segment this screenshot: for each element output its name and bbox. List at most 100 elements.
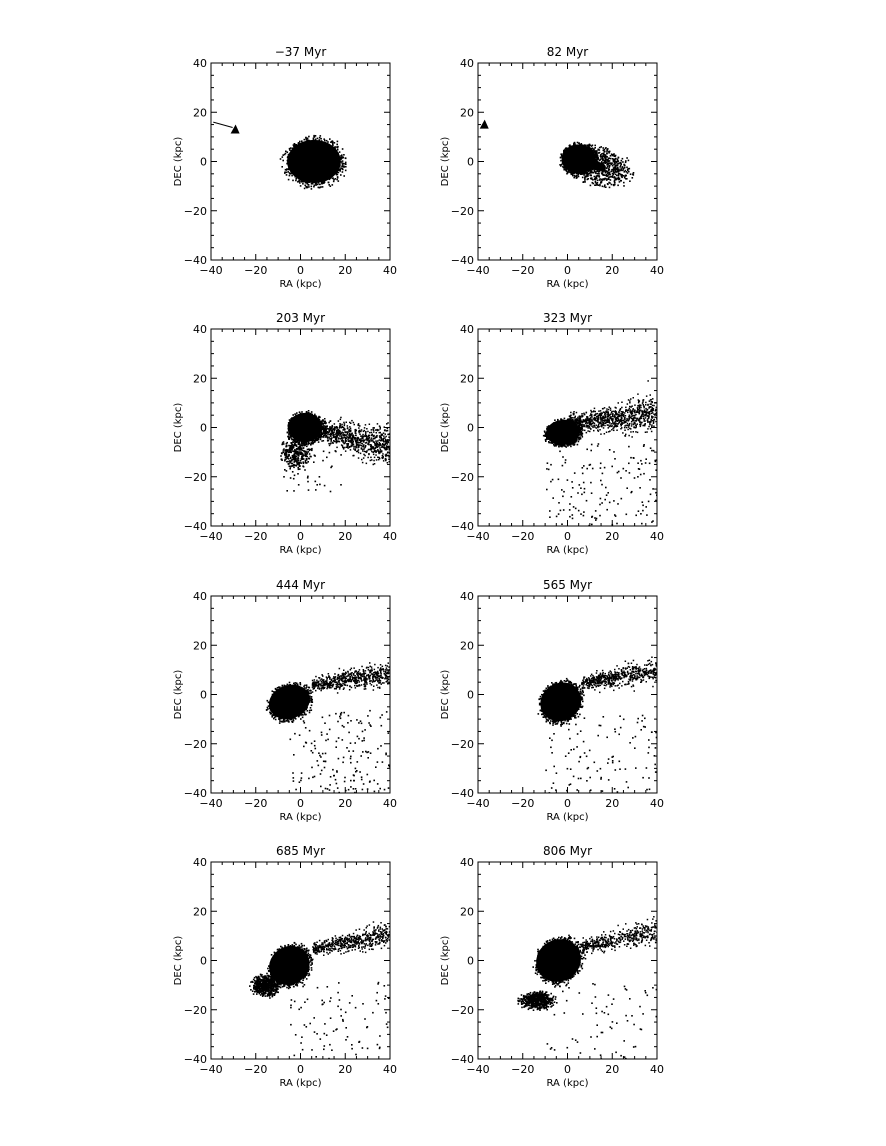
- scatter-point: [310, 153, 313, 156]
- scatter-point: [561, 156, 564, 158]
- scatter-point: [310, 183, 313, 185]
- scatter-point: [586, 160, 589, 163]
- scatter-point: [573, 143, 575, 146]
- scatter-point: [299, 147, 301, 150]
- scatter-point: [614, 178, 617, 181]
- scatter-point: [335, 146, 337, 148]
- scatter-point: [298, 417, 301, 420]
- scatter-point: [295, 170, 297, 173]
- scatter-point: [571, 146, 574, 149]
- scatter-point: [299, 175, 302, 177]
- scatter-point: [310, 147, 313, 149]
- scatter-point: [574, 153, 577, 156]
- scatter-point: [310, 150, 313, 153]
- scatter-point: [569, 165, 572, 167]
- scatter-point: [559, 156, 562, 159]
- scatter-point: [606, 164, 608, 166]
- scatter-point: [579, 159, 581, 161]
- scatter-point: [584, 150, 586, 153]
- scatter-point: [296, 430, 298, 433]
- scatter-point: [581, 157, 584, 159]
- scatter-point: [585, 175, 587, 178]
- scatter-point: [594, 180, 597, 183]
- scatter-point: [608, 168, 611, 171]
- scatter-point: [308, 146, 311, 148]
- scatter-point: [576, 160, 578, 163]
- panel-title: 203 Myr: [276, 311, 325, 325]
- scatter-point: [334, 152, 336, 155]
- scatter-point: [601, 167, 603, 170]
- scatter-point: [319, 161, 322, 164]
- scatter-point: [322, 158, 325, 160]
- scatter-point: [629, 180, 631, 182]
- scatter-point: [305, 443, 307, 445]
- scatter-point: [287, 168, 290, 171]
- scatter-point: [328, 156, 331, 159]
- scatter-point: [608, 186, 611, 189]
- scatter-point: [297, 420, 299, 423]
- scatter-point: [315, 439, 317, 441]
- scatter-point: [616, 158, 619, 161]
- scatter-point: [309, 154, 311, 156]
- scatter-point: [592, 166, 595, 168]
- scatter-point: [598, 172, 600, 175]
- scatter-point: [594, 184, 596, 186]
- scatter-point: [591, 153, 594, 156]
- scatter-point: [300, 414, 303, 417]
- scatter-point: [602, 174, 605, 176]
- scatter-point: [596, 175, 599, 177]
- scatter-point: [589, 155, 592, 157]
- scatter-point: [285, 174, 288, 176]
- scatter-point: [298, 161, 300, 163]
- scatter-point: [599, 184, 601, 187]
- scatter-point: [321, 157, 324, 160]
- scatter-point: [623, 164, 626, 167]
- scatter-point: [292, 154, 294, 157]
- scatter-point: [330, 145, 333, 148]
- scatter-point: [305, 169, 308, 172]
- scatter-point: [591, 158, 594, 160]
- scatter-point: [602, 152, 605, 155]
- scatter-point: [606, 152, 608, 155]
- scatter-point: [326, 168, 328, 170]
- scatter-point: [614, 167, 617, 169]
- scatter-point: [306, 162, 309, 165]
- scatter-point: [581, 153, 583, 155]
- scatter-point: [577, 144, 580, 147]
- scatter-point: [608, 166, 611, 168]
- scatter-point: [589, 184, 592, 187]
- scatter-point: [617, 167, 619, 169]
- scatter-point: [304, 171, 306, 174]
- scatter-point: [579, 156, 581, 159]
- scatter-point: [569, 150, 572, 152]
- scatter-point: [299, 182, 301, 184]
- scatter-point: [628, 167, 631, 170]
- scatter-point: [320, 140, 323, 142]
- scatter-point: [324, 168, 327, 171]
- scatter-point: [619, 162, 621, 164]
- scatter-point: [327, 181, 330, 184]
- scatter-point: [564, 168, 567, 171]
- scatter-point: [604, 160, 606, 163]
- scatter-point: [315, 177, 318, 179]
- scatter-point: [296, 149, 299, 152]
- scatter-point: [299, 428, 301, 430]
- scatter-point: [312, 169, 314, 172]
- scatter-point: [327, 176, 330, 179]
- scatter-point: [298, 422, 301, 425]
- scatter-point: [575, 169, 577, 171]
- scatter-point: [300, 161, 302, 163]
- scatter-point: [295, 145, 298, 148]
- scatter-point: [304, 159, 307, 161]
- scatter-point: [327, 141, 329, 143]
- scatter-point: [313, 415, 315, 417]
- scatter-point: [298, 411, 301, 413]
- scatter-point: [301, 174, 303, 176]
- scatter-point: [583, 169, 586, 171]
- scatter-point: [595, 182, 598, 185]
- scatter-point: [332, 149, 335, 152]
- scatter-point: [290, 428, 293, 430]
- scatter-point: [325, 146, 327, 148]
- scatter-point: [294, 163, 297, 166]
- scatter-point: [306, 422, 309, 425]
